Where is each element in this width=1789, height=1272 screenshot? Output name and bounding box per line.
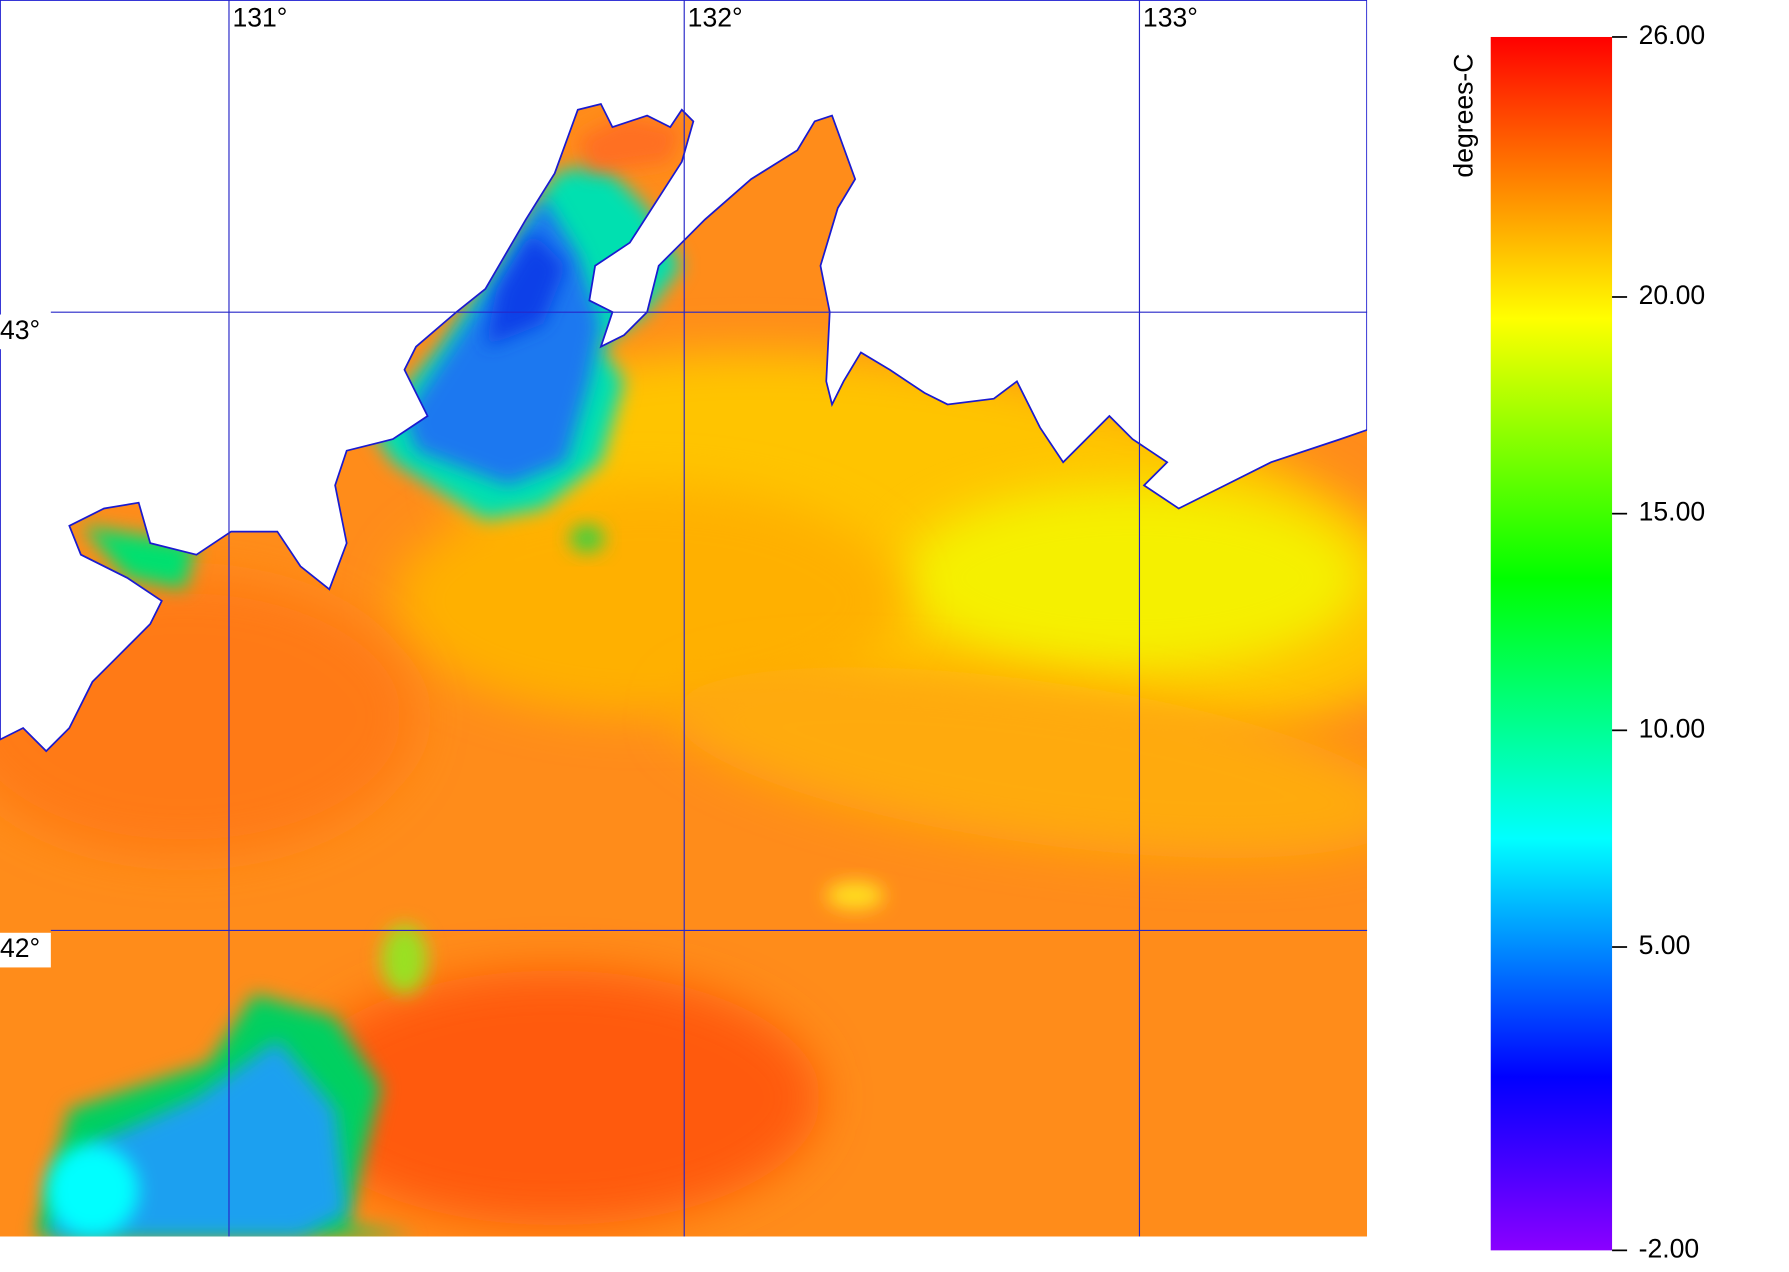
- colorbar-tick-label: 15.00: [1639, 497, 1705, 527]
- land: [0, 0, 1368, 753]
- lat-label: 43°: [0, 315, 40, 345]
- colorbar-tick-label: 10.00: [1639, 713, 1705, 743]
- lon-label: 132°: [688, 3, 743, 33]
- colorbar-tick-label: 20.00: [1639, 280, 1705, 310]
- colorbar-tick-label: -2.00: [1639, 1233, 1700, 1263]
- lat-label-bg: [0, 314, 51, 350]
- lon-label: 131°: [232, 3, 287, 33]
- lat-label-bg: [0, 932, 51, 968]
- lon-label: 133°: [1143, 3, 1198, 33]
- sst-field: [0, 0, 1368, 1237]
- lat-label: 42°: [0, 933, 40, 963]
- colorbar-label: degrees-C: [1448, 54, 1478, 178]
- colorbar: [1490, 36, 1613, 1251]
- colorbar-tick-label: 5.00: [1639, 930, 1691, 960]
- colorbar-tick-label: 26.00: [1639, 20, 1705, 50]
